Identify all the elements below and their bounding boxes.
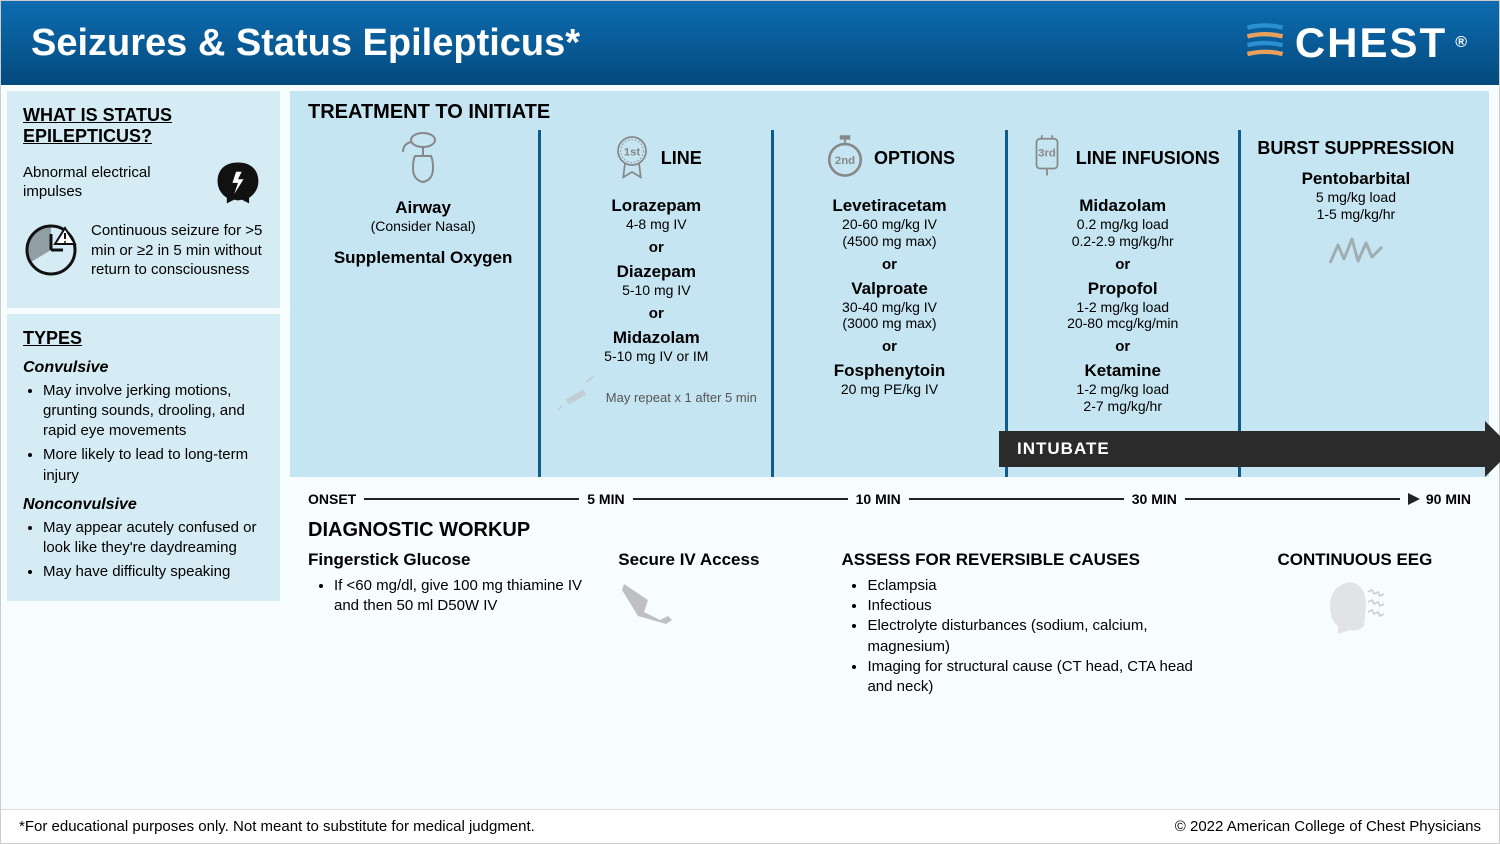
col-third-infusions: 3rd LINE INFUSIONS Midazolam0.2 mg/kg lo… (1005, 130, 1238, 477)
footer: *For educational purposes only. Not mean… (1, 809, 1499, 843)
chest-logo-icon (1243, 21, 1287, 65)
diag-reversible: ASSESS FOR REVERSIBLE CAUSES Eclampsia I… (841, 550, 1218, 698)
types-box: TYPES Convulsive May involve jerking mot… (7, 314, 280, 601)
col-second-options: 2nd OPTIONS Levetiracetam20-60 mg/kg IV(… (771, 130, 1004, 477)
col1-title: LINE (661, 148, 702, 169)
what-item-1: Abnormal electrical impulses (23, 163, 200, 202)
treatment-columns: Airway (Consider Nasal) Supplemental Oxy… (308, 130, 1471, 477)
convulsive-title: Convulsive (23, 359, 264, 377)
col-first-line: 1st LINE Lorazepam4-8 mg IV or Diazepam5… (538, 130, 771, 477)
burst-icon (1326, 233, 1386, 273)
nonconvulsive-list: May appear acutely confused or look like… (23, 518, 264, 583)
airway-label: Airway (318, 198, 528, 218)
timeline: ONSET 5 MIN 10 MIN 30 MIN 90 MIN (290, 477, 1489, 515)
col-airway: Airway (Consider Nasal) Supplemental Oxy… (308, 130, 538, 477)
ribbon-1st-icon: 1st (611, 130, 653, 186)
repeat-note: May repeat x 1 after 5 min (606, 390, 757, 405)
iv-hand-icon (618, 576, 678, 626)
syringe-icon (556, 372, 600, 416)
infographic-container: Seizures & Status Epilepticus* CHEST® WH… (0, 0, 1500, 844)
header-bar: Seizures & Status Epilepticus* CHEST® (1, 1, 1499, 85)
col3-title: LINE INFUSIONS (1076, 148, 1220, 169)
diagnostic-box: DIAGNOSTIC WORKUP Fingerstick Glucose If… (290, 515, 1489, 708)
svg-text:1st: 1st (624, 146, 641, 158)
airway-sub: (Consider Nasal) (318, 218, 528, 234)
disclaimer: *For educational purposes only. Not mean… (19, 818, 535, 835)
oxygen-label: Supplemental Oxygen (318, 248, 528, 268)
stopwatch-2nd-icon: 2nd (824, 130, 866, 186)
types-heading: TYPES (23, 328, 264, 349)
col4-title: BURST SUPPRESSION (1257, 138, 1454, 159)
nonconvulsive-title: Nonconvulsive (23, 496, 264, 514)
svg-text:2nd: 2nd (835, 155, 855, 167)
col2-title: OPTIONS (874, 148, 955, 169)
what-is-box: WHAT IS STATUS EPILEPTICUS? Abnormal ele… (7, 91, 280, 308)
content-area: TREATMENT TO INITIATE Airway (Consider N… (286, 85, 1499, 809)
diag-glucose: Fingerstick Glucose If <60 mg/dl, give 1… (308, 550, 598, 698)
page-title: Seizures & Status Epilepticus* (31, 22, 580, 65)
intubate-arrow: INTUBATE (999, 431, 1489, 467)
treatment-heading: TREATMENT TO INITIATE (308, 101, 1471, 124)
ivbag-3rd-icon: 3rd (1026, 130, 1068, 186)
what-heading: WHAT IS STATUS EPILEPTICUS? (23, 105, 264, 147)
main-content: WHAT IS STATUS EPILEPTICUS? Abnormal ele… (1, 85, 1499, 809)
eeg-head-icon (1320, 576, 1390, 636)
diagnostic-heading: DIAGNOSTIC WORKUP (308, 519, 1471, 542)
sidebar: WHAT IS STATUS EPILEPTICUS? Abnormal ele… (1, 85, 286, 809)
treatment-box: TREATMENT TO INITIATE Airway (Consider N… (290, 91, 1489, 477)
mask-bag-icon (399, 130, 447, 186)
convulsive-list: May involve jerking motions, grunting so… (23, 381, 264, 486)
brain-icon (212, 157, 264, 207)
diag-eeg: CONTINUOUS EEG (1239, 550, 1471, 698)
clock-warning-icon (23, 222, 79, 278)
copyright: © 2022 American College of Chest Physici… (1175, 818, 1481, 835)
col-burst-suppression: BURST SUPPRESSION Pentobarbital5 mg/kg l… (1238, 130, 1471, 477)
what-item-2: Continuous seizure for >5 min or ≥2 in 5… (91, 221, 264, 280)
chest-logo: CHEST® (1243, 19, 1469, 67)
diag-iv: Secure IV Access (618, 550, 821, 698)
svg-text:3rd: 3rd (1038, 147, 1056, 159)
